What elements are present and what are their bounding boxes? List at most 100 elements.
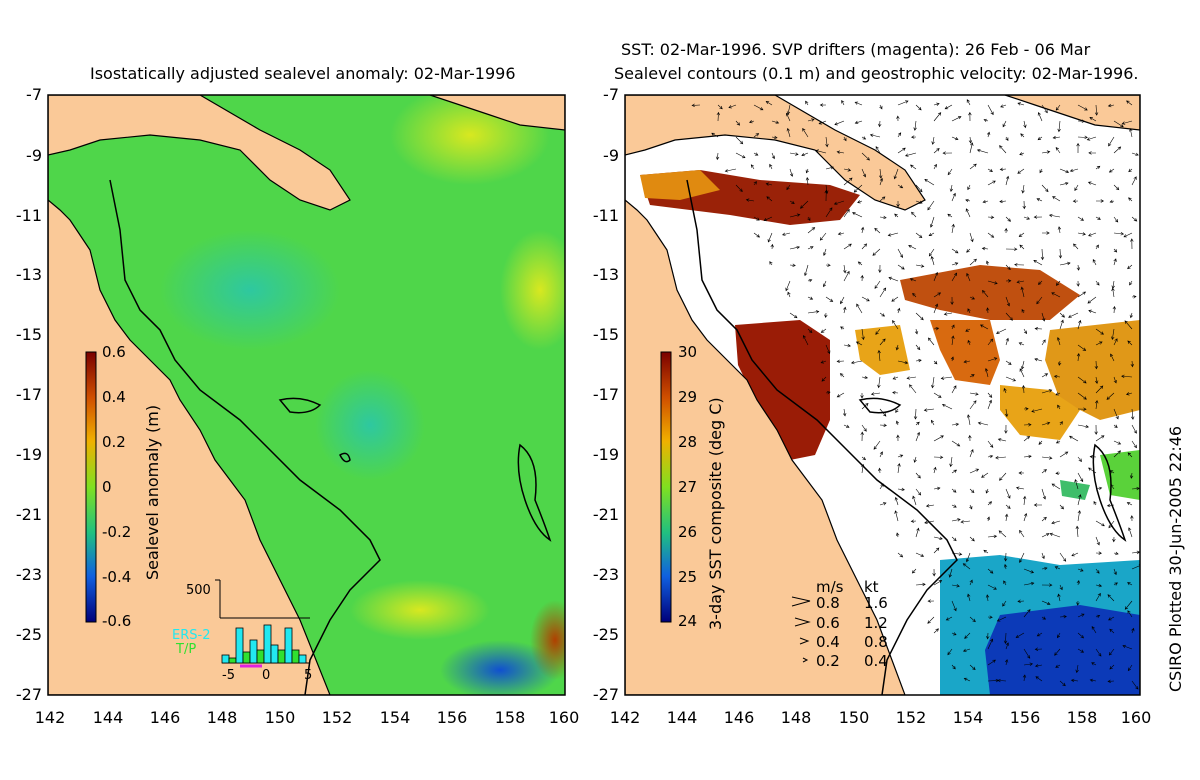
velocity-arrow — [1005, 337, 1009, 346]
velocity-arrow — [942, 151, 953, 155]
velocity-arrow — [1055, 146, 1061, 154]
velocity-arrow — [1110, 483, 1115, 490]
velocity-arrow — [962, 648, 971, 652]
velocity-arrow — [787, 291, 791, 298]
sla-low-anomaly — [315, 370, 425, 480]
velocity-arrow — [999, 145, 1007, 154]
y-tick: -9 — [603, 146, 619, 165]
velocity-arrow — [879, 408, 887, 417]
velocity-arrow — [915, 344, 921, 351]
velocity-arrow — [1108, 648, 1115, 656]
velocity-arrow — [748, 120, 755, 124]
velocity-arrow — [1111, 328, 1115, 340]
velocity-arrow — [1023, 120, 1027, 129]
velocity-arrow — [1095, 328, 1104, 335]
velocity-arrow — [1059, 552, 1067, 562]
y-tick: -23 — [15, 565, 42, 584]
velocity-arrow — [861, 424, 867, 432]
velocity-arrow — [843, 177, 853, 186]
velocity-arrow — [1018, 232, 1025, 237]
velocity-arrow — [987, 232, 995, 238]
arrow-0-2 — [802, 657, 809, 663]
colorbar-tick: -0.4 — [102, 568, 132, 586]
velocity-arrow — [1095, 216, 1101, 220]
velocity-arrow — [1077, 291, 1087, 298]
velocity-arrow — [789, 213, 801, 218]
velocity-arrow — [1059, 312, 1065, 318]
velocity-arrow — [933, 326, 940, 331]
velocity-arrow — [728, 104, 737, 109]
velocity-arrow — [1131, 295, 1137, 299]
velocity-arrow — [914, 328, 919, 335]
x-tick: 152 — [895, 708, 927, 727]
velocity-arrow — [987, 440, 994, 448]
velocity-arrow — [1040, 248, 1045, 261]
x-tick: 144 — [666, 708, 698, 727]
geostrophic-velocity-arrows — [691, 99, 1140, 690]
velocity-legend-arrows — [791, 596, 811, 663]
velocity-arrow — [951, 223, 955, 234]
velocity-arrow — [904, 152, 917, 157]
velocity-arrow — [1033, 215, 1043, 219]
velocity-arrow — [870, 392, 881, 396]
velocity-arrow — [933, 112, 942, 122]
velocity-arrow — [933, 392, 942, 398]
velocity-arrow — [735, 120, 741, 126]
velocity-arrow — [771, 135, 778, 140]
velocity-arrow — [852, 212, 863, 218]
velocity-arrow — [1023, 216, 1031, 220]
velocity-arrow — [1004, 513, 1009, 522]
velocity-arrow — [1095, 244, 1099, 250]
histogram-bar — [298, 654, 307, 664]
velocity-arrow — [1055, 664, 1061, 668]
velocity-arrow — [892, 391, 899, 395]
velocity-arrow — [1041, 583, 1053, 587]
velocity-arrow — [861, 168, 867, 178]
velocity-arrow — [753, 181, 757, 186]
y-tick: -19 — [592, 445, 619, 464]
y-tick: -17 — [15, 385, 42, 404]
velocity-arrow — [1109, 628, 1115, 634]
velocity-arrow — [805, 176, 810, 186]
histogram-bar — [242, 651, 251, 664]
velocity-arrow — [923, 408, 935, 412]
velocity-arrow — [931, 376, 935, 389]
velocity-arrow — [987, 104, 994, 116]
velocity-arrow — [987, 659, 996, 666]
velocity-arrow — [1035, 676, 1043, 682]
velocity-arrow — [877, 349, 881, 362]
velocity-arrow — [1077, 568, 1084, 572]
velocity-arrow — [894, 510, 899, 522]
velocity-arrow — [1122, 644, 1133, 650]
velocity-arrow — [1075, 525, 1079, 538]
shelf-contour — [109, 179, 381, 695]
velocity-arrow — [1002, 600, 1007, 607]
velocity-arrow — [987, 568, 994, 574]
velocity-arrow — [911, 211, 917, 218]
velocity-arrow — [1002, 120, 1007, 128]
y-tick: -11 — [15, 206, 42, 225]
velocity-arrow — [1055, 471, 1061, 475]
velocity-arrow — [1068, 312, 1079, 318]
velocity-arrow — [893, 168, 899, 180]
velocity-arrow — [1005, 642, 1009, 650]
velocity-arrow — [807, 216, 811, 222]
velocity-arrow — [987, 584, 997, 590]
velocity-arrow — [986, 516, 991, 522]
velocity-arrow — [1121, 120, 1133, 125]
velocity-arrow — [805, 100, 809, 106]
velocity-arrow — [1004, 227, 1008, 234]
velocity-arrow — [944, 104, 953, 110]
velocity-arrow — [869, 133, 881, 138]
velocity-arrow — [1088, 309, 1097, 314]
velocity-arrow — [909, 164, 917, 170]
velocity-arrow — [964, 632, 971, 639]
velocity-arrow — [766, 196, 773, 202]
colorbar-tick: -0.2 — [102, 523, 132, 541]
velocity-arrow — [1077, 510, 1081, 522]
histogram-bar — [277, 649, 286, 664]
velocity-arrow — [933, 292, 942, 298]
velocity-arrow — [833, 200, 845, 205]
velocity-arrow — [1018, 342, 1025, 346]
velocity-arrow — [897, 463, 901, 474]
